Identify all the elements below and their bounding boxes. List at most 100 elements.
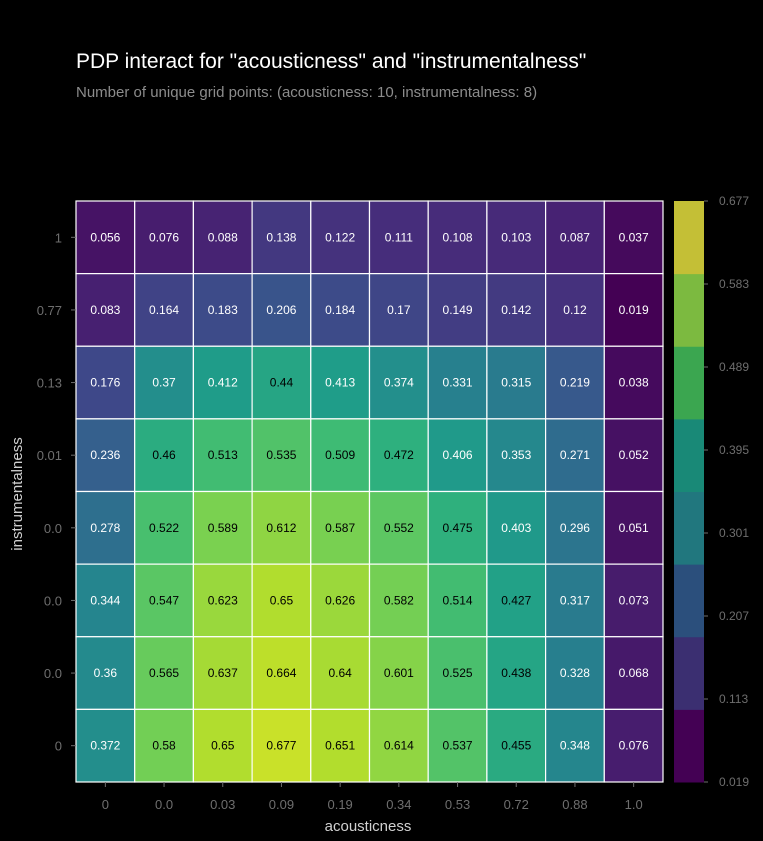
cell-value-label: 0.083	[90, 303, 120, 317]
colorbar-tick-label: 0.395	[719, 443, 749, 457]
heatmap-cell	[192, 490, 253, 565]
chart-title: PDP interact for "acousticness" and "ins…	[76, 50, 587, 73]
cell-value-label: 0.038	[619, 376, 649, 390]
colorbar-band	[674, 636, 704, 710]
cell-value-label: 0.37	[152, 376, 176, 390]
heatmap-cell	[544, 563, 605, 638]
cell-value-label: 0.36	[94, 666, 118, 680]
heatmap-cell	[310, 636, 371, 710]
x-tick-label: 0.53	[445, 797, 470, 812]
y-tick-label: 0.0	[44, 521, 62, 536]
cell-value-label: 0.076	[619, 739, 649, 753]
cell-value-label: 0.46	[152, 448, 176, 462]
x-tick-label: 0.72	[504, 797, 529, 812]
x-tick-label: 0.34	[386, 797, 411, 812]
x-tick-label: 0.19	[327, 797, 352, 812]
heatmap-cell	[251, 273, 312, 347]
cell-value-label: 0.455	[501, 739, 531, 753]
cell-value-label: 0.348	[560, 739, 590, 753]
heatmap-cell	[368, 345, 429, 420]
cell-value-label: 0.65	[211, 739, 235, 753]
heatmap-cell	[486, 273, 547, 347]
cell-value-label: 0.315	[501, 376, 531, 390]
cell-value-label: 0.626	[325, 593, 355, 607]
colorbar-band	[674, 346, 704, 420]
colorbar-band	[674, 491, 704, 565]
colorbar-tick-label: 0.113	[719, 692, 748, 706]
y-tick-label: 0.0	[44, 666, 62, 681]
cell-value-label: 0.552	[384, 521, 414, 535]
heatmap-cell	[603, 273, 664, 347]
cell-value-label: 0.052	[619, 448, 649, 462]
cell-value-label: 0.088	[208, 230, 238, 244]
cell-value-label: 0.353	[501, 448, 531, 462]
heatmap-cell	[603, 345, 664, 420]
cell-value-label: 0.589	[208, 521, 238, 535]
heatmap-cell	[134, 708, 194, 783]
cell-value-label: 0.537	[443, 739, 473, 753]
x-tick-label: 0.0	[155, 797, 173, 812]
heatmap-cell	[251, 200, 312, 275]
x-tick-label: 0.09	[269, 797, 294, 812]
x-tick-label: 0	[102, 797, 109, 812]
colorbar-band	[674, 273, 704, 347]
cell-value-label: 0.164	[149, 303, 179, 317]
heatmap-cell	[368, 200, 429, 275]
cell-value-label: 0.073	[619, 593, 649, 607]
cell-value-label: 0.176	[90, 376, 120, 390]
cell-value-label: 0.149	[443, 303, 473, 317]
cell-value-label: 0.44	[270, 376, 294, 390]
heatmap-cell	[486, 345, 547, 420]
heatmap-cell	[134, 345, 194, 420]
cell-value-label: 0.664	[266, 666, 296, 680]
cell-value-label: 0.328	[560, 666, 590, 680]
heatmap-cell	[75, 273, 136, 347]
heatmap-cell	[75, 708, 136, 783]
cell-value-label: 0.278	[90, 521, 120, 535]
cell-value-label: 0.582	[384, 593, 414, 607]
heatmap-cell	[603, 636, 664, 710]
chart-subtitle: Number of unique grid points: (acousticn…	[76, 84, 538, 101]
heatmap-cell	[368, 636, 429, 710]
heatmap-cell	[427, 418, 488, 493]
cell-value-label: 0.087	[560, 230, 590, 244]
heatmap-cell	[251, 708, 312, 783]
y-tick-label: 0.0	[44, 593, 62, 608]
cell-value-label: 0.372	[90, 739, 120, 753]
heatmap-cell	[486, 708, 547, 783]
cell-value-label: 0.122	[325, 230, 355, 244]
cell-value-label: 0.183	[208, 303, 238, 317]
cell-value-label: 0.406	[443, 448, 473, 462]
heatmap-cell	[251, 490, 312, 565]
heatmap-cell	[251, 563, 312, 638]
heatmap-cell	[427, 636, 488, 710]
heatmap-cell	[544, 636, 605, 710]
cell-value-label: 0.108	[443, 230, 473, 244]
cell-value-label: 0.219	[560, 376, 590, 390]
x-tick-label: 0.88	[562, 797, 587, 812]
x-tick-label: 1.0	[625, 797, 643, 812]
cell-value-label: 0.535	[266, 448, 296, 462]
heatmap-cell	[486, 636, 547, 710]
cell-value-label: 0.019	[619, 303, 649, 317]
cell-value-label: 0.614	[384, 739, 414, 753]
y-tick-label: 1	[55, 230, 62, 245]
colorbar-band	[674, 418, 704, 492]
heatmap-cell	[544, 345, 605, 420]
y-axis-label: instrumentalness	[9, 437, 26, 550]
cell-value-label: 0.522	[149, 521, 179, 535]
cell-value-label: 0.412	[208, 376, 238, 390]
cell-value-label: 0.565	[149, 666, 179, 680]
colorbar: 0.677 0.583 0.489 0.395 0.301 0.207 0.113 0.019	[674, 194, 749, 789]
heatmap-cell	[486, 490, 547, 565]
colorbar-tick-label: 0.301	[719, 526, 749, 540]
cell-value-label: 0.514	[443, 593, 473, 607]
y-tick-label: 0.01	[37, 448, 62, 463]
cell-value-label: 0.051	[619, 521, 649, 535]
heatmap-cell	[427, 708, 488, 783]
heatmap-cell	[192, 563, 253, 638]
cell-value-label: 0.403	[501, 521, 531, 535]
cell-value-label: 0.64	[328, 666, 352, 680]
heatmap-cell	[544, 273, 605, 347]
